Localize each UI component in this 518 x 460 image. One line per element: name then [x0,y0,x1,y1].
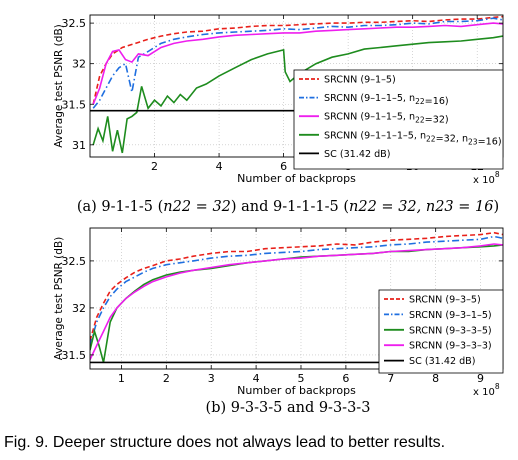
legend-label-2: SRCNN (9–3–1–5) [409,310,492,321]
x-axis-multiplier: x 108 [473,170,500,186]
y-tick-label: 31.5 [62,349,87,362]
series-line-4 [92,35,503,154]
x-tick-label: 2 [163,372,170,385]
y-tick-label: 31.5 [62,98,87,111]
x-tick-label: 7 [387,372,394,385]
x-tick-label: 5 [297,372,304,385]
legend-label-3: SRCNN (9–1–1–5, n22=32) [324,112,449,126]
y-tick-label: 32 [72,58,86,71]
legend-box [378,289,504,374]
subcaption-a: (a) 9-1-1-5 (n22 = 32) and 9-1-1-1-5 (n2… [77,199,499,215]
x-tick-label: 6 [280,160,287,173]
x-axis-label: Number of backprops [237,172,356,185]
x-axis-multiplier: x 108 [473,382,500,398]
subcaption-a-tail: ) [493,199,499,215]
figure-caption: Fig. 9. Deeper structure does not always… [4,434,445,451]
legend: SRCNN (9–3–5) SRCNN (9–3–1–5) SRCNN (9–3–3… [378,289,504,374]
legend-label-3: SRCNN (9–3–3–5) [409,325,492,336]
subcaption-a-mid3: n22 = 32, n23 = 16 [349,199,493,215]
legend-label-5: SC (31.42 dB) [409,356,476,367]
subcaption-a-mid1: n22 = 32 [163,199,231,215]
x-tick-label: 1 [118,372,125,385]
legend-label-4: SRCNN (9–1–1–1–5, n22=32, n23=16) [324,130,502,147]
legend-label-2: SRCNN (9–1–1–5, n22=16) [324,93,449,107]
legend: SRCNN (9–1–5) SRCNN (9–1–1–5, n22=16) SRCN… [293,69,504,170]
y-tick-label: 31 [72,139,86,152]
x-tick-label: 4 [216,160,223,173]
subcaption-a-mid2: ) and 9-1-1-1-5 ( [231,199,349,215]
series-line-2 [92,17,503,109]
legend-box [293,69,504,170]
x-tick-label: 6 [342,372,349,385]
series-line-1 [90,231,503,342]
y-axis-label: Average test PSNR (dB) [53,237,65,361]
series-line-3 [92,22,503,105]
x-tick-label: 4 [253,372,260,385]
legend-label-1: SRCNN (9–1–5) [324,75,396,86]
legend-label-1: SRCNN (9–3–5) [409,295,481,306]
series-line-2 [90,235,503,346]
x-axis-label: Number of backprops [237,384,356,397]
legend-label-4: SRCNN (9–3–3–3) [409,341,492,352]
x-tick-label: 2 [151,160,158,173]
series-line-1 [92,15,503,105]
subcaption-a-lead: (a) 9-1-1-5 ( [77,199,163,215]
x-tick-label: 8 [432,372,439,385]
x-tick-label: 3 [208,372,215,385]
chart-b: 1 2 3 4 5 6 7 8 9 31.5 32 32.5 Number of backprops Av… [53,227,504,398]
y-tick-label: 32 [72,302,86,315]
y-tick-label: 32.5 [62,255,87,268]
y-tick-label: 32.5 [62,17,87,30]
x-tick-label: 9 [477,372,484,385]
subcaption-b: (b) 9-3-3-5 and 9-3-3-3 [206,400,371,416]
series-line-4 [90,243,503,360]
legend-label-5: SC (31.42 dB) [324,149,391,160]
y-axis-label: Average test PSNR (dB) [53,24,65,148]
